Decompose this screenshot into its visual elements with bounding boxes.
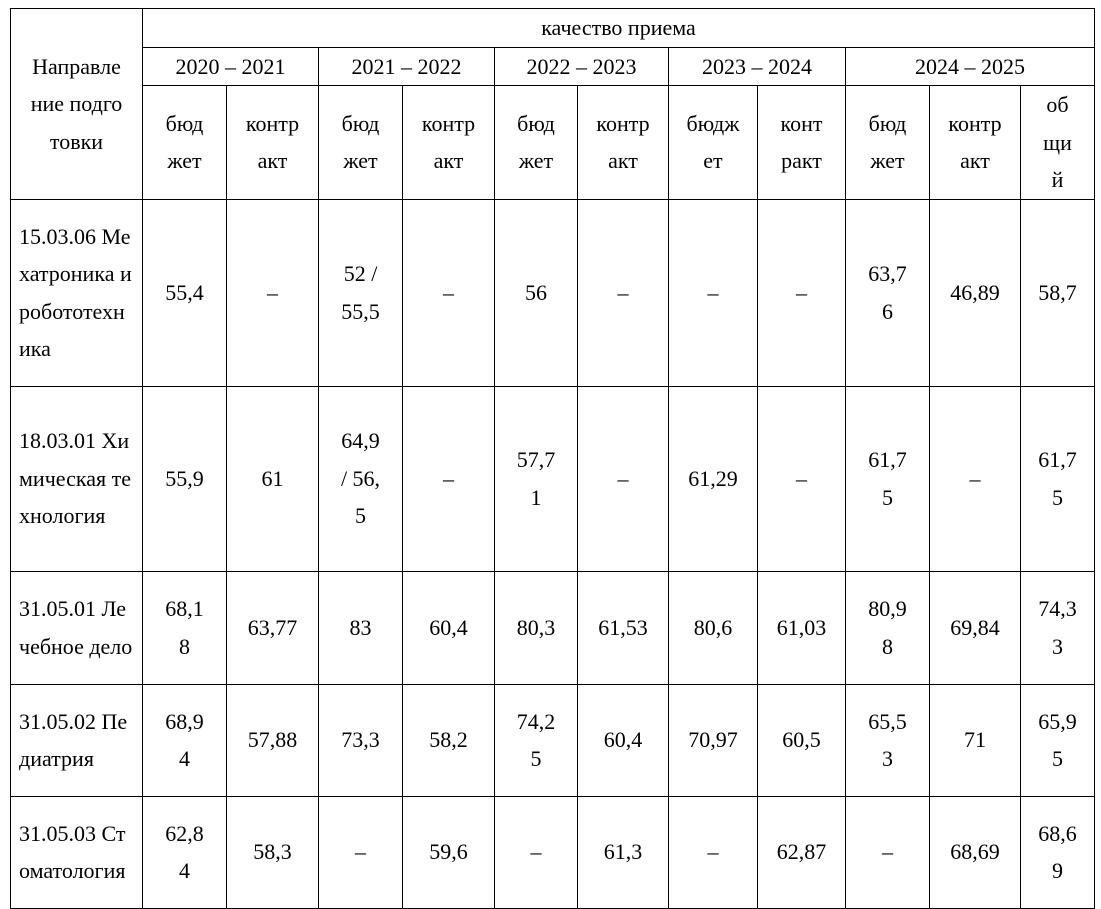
- value-cell: 64,9 / 56,5: [318, 385, 403, 572]
- value-cell: 55,9: [142, 385, 227, 572]
- sub-header: контракт: [757, 85, 846, 200]
- value-cell: 65,53: [845, 683, 930, 797]
- value-cell: 57,88: [226, 683, 319, 797]
- table-body: Направление подготовки качество приема 202…: [10, 8, 1096, 909]
- program-cell: 31.05.03 Стоматология: [10, 795, 143, 909]
- sub-header: бюджет: [142, 85, 227, 200]
- table-row: 15.03.06 Мехатроника и робототехника 55,4…: [10, 198, 1096, 387]
- value-cell: 83: [318, 570, 403, 685]
- value-cell: –: [402, 385, 495, 572]
- value-cell: 68,94: [142, 683, 227, 797]
- value-cell: 61: [226, 385, 319, 572]
- value-cell: 61,29: [668, 385, 758, 572]
- value-cell: –: [929, 385, 1021, 572]
- value-cell: –: [494, 795, 578, 909]
- value-cell: 61,75: [845, 385, 930, 572]
- value-cell: 56: [494, 198, 578, 387]
- sub-header: бюджет: [668, 85, 758, 200]
- value-cell: 61,75: [1019, 385, 1096, 572]
- year-header: 2023 – 2024: [668, 46, 846, 86]
- value-cell: 59,6: [402, 795, 495, 909]
- value-cell: 63,76: [845, 198, 930, 387]
- value-cell: –: [577, 385, 669, 572]
- value-cell: –: [668, 198, 758, 387]
- value-cell: 80,6: [668, 570, 758, 685]
- value-cell: 46,89: [929, 198, 1021, 387]
- value-cell: 60,5: [757, 683, 846, 797]
- value-cell: –: [757, 198, 846, 387]
- value-cell: 69,84: [929, 570, 1021, 685]
- value-cell: 68,69: [929, 795, 1021, 909]
- value-cell: 80,3: [494, 570, 578, 685]
- sub-header: бюджет: [318, 85, 403, 200]
- value-cell: 62,84: [142, 795, 227, 909]
- value-cell: 61,03: [757, 570, 846, 685]
- value-cell: 70,97: [668, 683, 758, 797]
- value-cell: –: [845, 795, 930, 909]
- sub-header: контракт: [402, 85, 495, 200]
- sub-header: бюджет: [494, 85, 578, 200]
- table-row: бюджет контракт бюджет контракт бюджет контра…: [11, 85, 1096, 200]
- table-row: 31.05.03 Стоматология 62,84 58,3–59,6–61,3…: [10, 795, 1096, 909]
- admission-table: Направление подготовки качество приема 202…: [10, 8, 1096, 909]
- value-cell: 58,7: [1019, 198, 1096, 387]
- value-cell: –: [668, 795, 758, 909]
- value-cell: 65,95: [1019, 683, 1096, 797]
- value-cell: 63,77: [226, 570, 319, 685]
- table-row: Направление подготовки качество приема: [10, 8, 1096, 200]
- year-header: 2021 – 2022: [318, 46, 495, 86]
- value-cell: 55,4: [142, 198, 227, 387]
- value-cell: 68,69: [1019, 795, 1096, 909]
- value-cell: –: [226, 198, 319, 387]
- value-cell: 60,4: [402, 570, 495, 685]
- program-cell: 31.05.01 Лечебное дело: [10, 570, 143, 685]
- value-cell: 71: [929, 683, 1021, 797]
- value-cell: 52 / 55,5: [318, 198, 403, 387]
- value-cell: 58,2: [402, 683, 495, 797]
- value-cell: 74,33: [1019, 570, 1096, 685]
- value-cell: 74,25: [494, 683, 578, 797]
- table-row: 31.05.01 Лечебное дело 68,18 63,77 83 60,4 80…: [10, 570, 1096, 685]
- value-cell: 62,87: [757, 795, 846, 909]
- sub-header: контракт: [226, 85, 319, 200]
- year-header: 2022 – 2023: [494, 46, 669, 86]
- sub-header: общий: [1019, 85, 1096, 200]
- value-cell: –: [402, 198, 495, 387]
- sub-header: контракт: [577, 85, 669, 200]
- value-cell: 60,4: [577, 683, 669, 797]
- sub-header: контракт: [929, 85, 1021, 200]
- value-cell: –: [757, 385, 846, 572]
- program-cell: 31.05.02 Педиатрия: [10, 683, 143, 797]
- page: Качество приема {"table": { "header": { …: [10, 8, 1096, 909]
- value-cell: 61,53: [577, 570, 669, 685]
- sub-header: бюджет: [845, 85, 930, 200]
- table-row: 18.03.01 Химическая технология 55,9 61 64,9…: [10, 385, 1096, 572]
- value-cell: 57,71: [494, 385, 578, 572]
- table-row: 31.05.02 Педиатрия 68,94 57,88 73,3 58,2 74,2…: [10, 683, 1096, 797]
- value-cell: 80,98: [845, 570, 930, 685]
- program-cell: 15.03.06 Мехатроника и робототехника: [10, 198, 143, 387]
- value-cell: 58,3: [226, 795, 319, 909]
- year-header: 2020 – 2021: [142, 46, 319, 86]
- group-header: качество приема: [141, 8, 1096, 48]
- year-header: 2024 – 2025: [844, 46, 1096, 86]
- direction-header: Направление подготовки: [10, 8, 143, 200]
- document: Направление подготовки качество приема 202…: [10, 8, 1096, 909]
- program-cell: 18.03.01 Химическая технология: [10, 385, 143, 572]
- value-cell: 68,18: [142, 570, 227, 685]
- table-row: 2020 – 2021 2021 – 2022 2022 – 2023 2023 – …: [11, 46, 1096, 86]
- value-cell: 73,3: [318, 683, 403, 797]
- value-cell: –: [318, 795, 403, 909]
- value-cell: 61,3: [577, 795, 669, 909]
- value-cell: –: [577, 198, 669, 387]
